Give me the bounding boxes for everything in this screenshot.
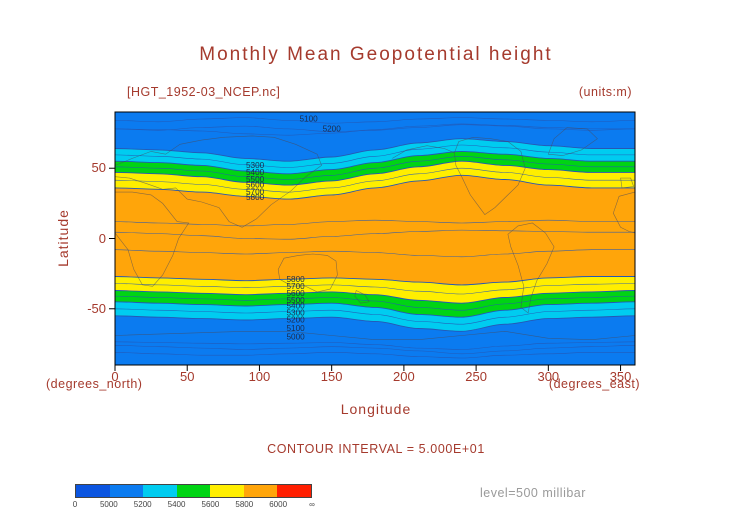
contour-line-labels: 5100520053005400550056005700580058005700…: [246, 115, 341, 342]
x-tick-label: 150: [320, 369, 343, 384]
contour-label: 5700: [246, 188, 265, 197]
colorbar-segment: [76, 485, 110, 497]
contour-label: 5300: [246, 161, 265, 170]
contour-band: [115, 276, 635, 304]
contour-label: 5200: [286, 316, 305, 325]
contour-band: [115, 112, 635, 162]
contour-label: 5100: [286, 324, 305, 333]
coastline-path: [277, 253, 338, 293]
colorbar: [75, 484, 312, 498]
colorbar-tick-label: 6000: [269, 500, 288, 509]
coastline-path: [354, 290, 370, 304]
contour-label: 5500: [286, 296, 305, 305]
coastline-path: [547, 127, 598, 156]
contour-label: 5500: [246, 175, 265, 184]
contour-interval-label: CONTOUR INTERVAL = 5.000E+01: [267, 442, 485, 456]
contour-label: 5100: [299, 115, 318, 124]
colorbar-tick-label: 5200: [133, 500, 152, 509]
coastline-path: [115, 135, 322, 228]
x-tick-label: 200: [393, 369, 415, 384]
y-tick-label: 50: [91, 160, 106, 176]
colorbar-segment: [210, 485, 244, 497]
contour-label: 5400: [246, 168, 265, 177]
contour-label: 5700: [286, 282, 305, 291]
contour-label: 5600: [286, 289, 305, 298]
colorbar-tick-label: 5000: [99, 500, 118, 509]
level-label: level=500 millibar: [480, 486, 586, 500]
plot-frame-group: 5100520053005400550056005700580058005700…: [109, 111, 636, 371]
contour-label: 5000: [286, 332, 305, 341]
x-tick-label: 300: [537, 369, 560, 384]
x-tick-label: 350: [609, 369, 632, 384]
coastline-path: [612, 191, 635, 234]
map-plot-area: 5100 5200 5300 5400 5500 5600 5700 5800 5800 5700…: [105, 105, 650, 375]
y-axis-units: (degrees_north): [46, 377, 143, 391]
colorbar-tick-label: 5400: [167, 500, 186, 509]
colorbar-tick-label: 5800: [235, 500, 254, 509]
coastlines: [115, 127, 635, 341]
x-tick-label: 0: [111, 369, 119, 384]
y-tick-label: 0: [98, 230, 106, 246]
coastline-path: [507, 222, 555, 314]
coastline-path: [454, 136, 526, 216]
contour-band: [115, 175, 635, 285]
plot-title: Monthly Mean Geopotential height: [199, 44, 553, 65]
colorbar-tick-label: ∞: [309, 500, 315, 509]
colorbar-segment: [243, 485, 278, 497]
colorbar-tick-label: 5600: [201, 500, 220, 509]
x-tick-label: 100: [248, 369, 271, 384]
coastline-path: [115, 330, 635, 341]
y-axis-title: Latitude: [55, 209, 71, 267]
colorbar-tick-label: 0: [72, 500, 78, 509]
contour-map: 5100520053005400550056005700580058005700…: [109, 111, 636, 371]
colorbar-segment: [143, 485, 177, 497]
contour-band: [115, 290, 635, 318]
colorbar-segment: [176, 485, 211, 497]
coastline-path: [620, 177, 635, 189]
x-tick-label: 250: [465, 369, 487, 384]
contour-band: [115, 161, 635, 200]
x-axis-title: Longitude: [340, 401, 412, 417]
x-axis-units: (degrees_east): [548, 377, 640, 391]
coastline-path: [115, 191, 190, 287]
contour-lines: [115, 117, 635, 359]
contour-band: [115, 315, 635, 365]
colorbar-segment: [109, 485, 144, 497]
contour-label: 5600: [246, 181, 265, 190]
y-tick-label: -50: [87, 300, 106, 316]
filled-contour-bands: [115, 112, 635, 365]
contour-label: 5800: [286, 275, 305, 284]
contour-label: 5200: [323, 124, 342, 133]
contour-label: 5800: [246, 193, 265, 202]
colorbar-segment: [277, 485, 312, 497]
coastline-path: [392, 145, 455, 159]
contour-label: 5300: [286, 309, 305, 318]
dataset-label: [HGT_1952-03_NCEP.nc]: [127, 85, 281, 99]
contour-label: 5400: [286, 302, 305, 311]
units-label: (units:m): [578, 85, 632, 99]
x-tick-label: 50: [179, 369, 195, 384]
